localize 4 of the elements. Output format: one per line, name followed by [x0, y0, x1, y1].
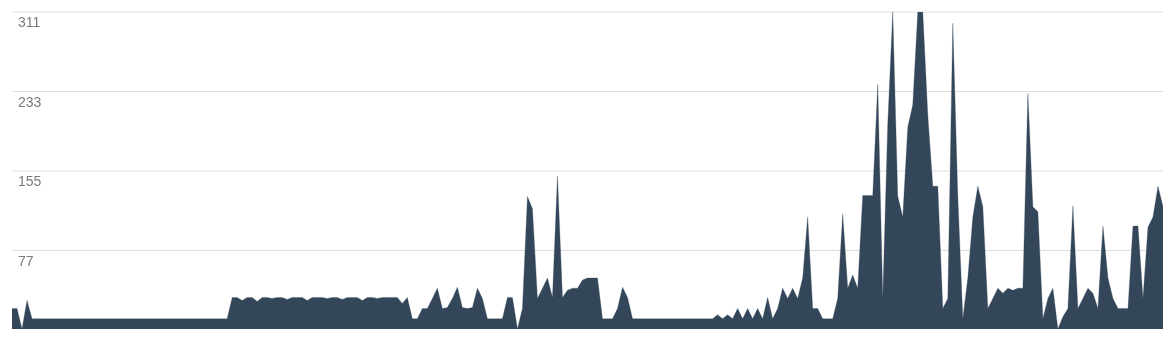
y-tick-label: 155	[18, 173, 42, 190]
y-tick-label: 77	[18, 252, 34, 269]
y-tick-label: 233	[18, 93, 42, 110]
y-tick-label: 311	[18, 14, 41, 30]
